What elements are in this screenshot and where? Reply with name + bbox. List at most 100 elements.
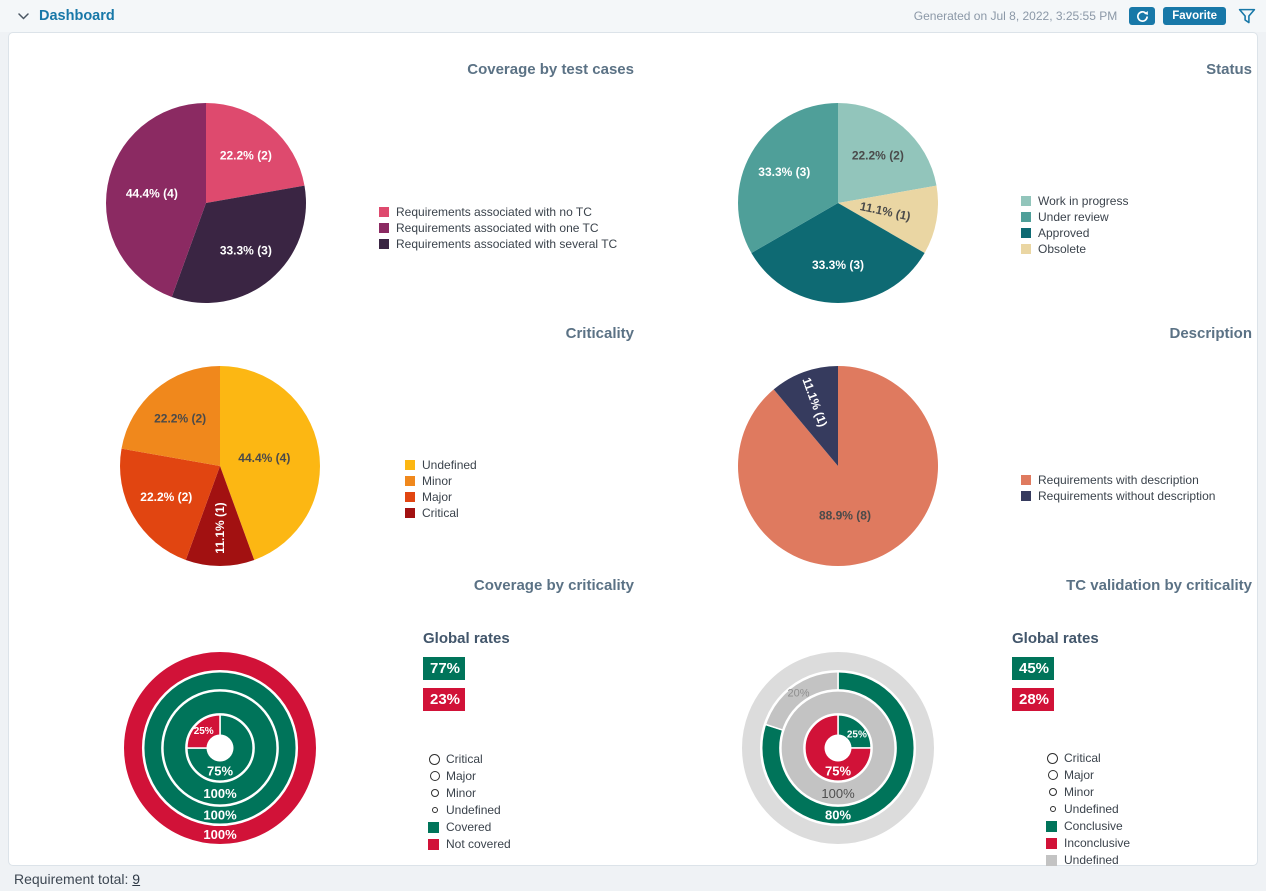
legend-item[interactable]: Conclusive bbox=[1046, 819, 1130, 833]
pie-slice[interactable] bbox=[171, 185, 306, 303]
global-rate-not-covered: 23% bbox=[423, 688, 465, 711]
refresh-button[interactable] bbox=[1129, 7, 1156, 25]
legend-item[interactable]: Critical bbox=[405, 506, 477, 520]
ring-segment-critical[interactable] bbox=[123, 651, 317, 845]
legend-item[interactable]: Undefined bbox=[428, 803, 511, 817]
legend-item[interactable]: Under review bbox=[1021, 210, 1128, 224]
legend-coverage-by-criticality: Critical Major Minor Undefined Covered Not co… bbox=[428, 752, 511, 855]
slice-label: 33.3% (3) bbox=[758, 165, 810, 179]
ring-separator bbox=[779, 689, 897, 807]
legend-circle-marker bbox=[428, 753, 441, 765]
legend-swatch bbox=[405, 508, 415, 518]
ring-label: 100% bbox=[203, 827, 237, 842]
slice-label: 22.2% (2) bbox=[852, 149, 904, 163]
legend-swatch bbox=[1046, 820, 1057, 832]
legend-item[interactable]: Work in progress bbox=[1021, 194, 1128, 208]
legend-label: Requirements associated with several TC bbox=[396, 237, 618, 251]
legend-circle-marker bbox=[428, 807, 441, 813]
legend-swatch bbox=[428, 838, 439, 850]
pie-slice[interactable] bbox=[120, 448, 220, 560]
legend-label: Minor bbox=[1064, 785, 1095, 799]
pie-slice[interactable] bbox=[220, 366, 320, 560]
ring-separator bbox=[185, 713, 255, 783]
legend-label: Major bbox=[1064, 768, 1095, 782]
ring-chart-tc-validation-by-criticality: 80% 20% 100% 25% 75% bbox=[741, 651, 935, 849]
pie-slice[interactable] bbox=[185, 466, 255, 566]
legend-label: Undefined bbox=[446, 803, 501, 817]
legend-swatch bbox=[405, 492, 415, 502]
legend-item[interactable]: Inconclusive bbox=[1046, 836, 1130, 850]
legend-label: Critical bbox=[446, 752, 483, 766]
legend-label: Requirements associated with no TC bbox=[396, 205, 592, 219]
favorite-button[interactable]: Favorite bbox=[1163, 7, 1226, 25]
legend-item[interactable]: Obsolete bbox=[1021, 242, 1128, 256]
legend-swatch bbox=[1021, 196, 1031, 206]
slice-label: 44.4% (4) bbox=[126, 186, 178, 200]
legend-item[interactable]: Major bbox=[405, 490, 477, 504]
legend-item[interactable]: Critical bbox=[1046, 751, 1130, 765]
legend-circle bbox=[431, 807, 438, 813]
legend-criticality: Undefined Minor Major Critical bbox=[405, 458, 477, 523]
chart-title-tc-validation-by-criticality: TC validation by criticality bbox=[1066, 577, 1252, 594]
ring-label: 100% bbox=[203, 786, 237, 801]
chart-title-coverage-by-test-cases: Coverage by test cases bbox=[467, 61, 634, 78]
legend-circle bbox=[429, 753, 440, 765]
legend-item[interactable]: Covered bbox=[428, 820, 511, 834]
slice-label: 22.2% (2) bbox=[154, 412, 206, 426]
legend-label: Major bbox=[446, 769, 477, 783]
legend-label: Approved bbox=[1038, 226, 1090, 240]
ring-segment-critical[interactable] bbox=[741, 651, 935, 845]
legend-swatch bbox=[405, 476, 415, 486]
pie-chart-description: 88.9% (8) 11.1% (1) bbox=[738, 366, 939, 571]
legend-circle bbox=[1048, 788, 1057, 796]
ring-segment-major[interactable] bbox=[143, 671, 297, 825]
legend-label: Major bbox=[422, 490, 453, 504]
legend-circle bbox=[430, 789, 439, 797]
legend-item[interactable]: Requirements associated with one TC bbox=[379, 221, 617, 235]
pie-slice[interactable] bbox=[206, 103, 305, 203]
requirement-total-link[interactable]: 9 bbox=[132, 871, 141, 887]
ring-segment-minor[interactable] bbox=[780, 690, 896, 806]
legend-label: Critical bbox=[422, 506, 459, 520]
legend-item[interactable]: Major bbox=[1046, 768, 1130, 782]
pie-slice[interactable] bbox=[838, 103, 937, 203]
pie-chart-status: 22.2% (2) 11.1% (1) 33.3% (3) 33.3% (3) bbox=[738, 103, 938, 308]
legend-item[interactable]: Not covered bbox=[428, 837, 511, 851]
legend-item[interactable]: Critical bbox=[428, 752, 511, 766]
legend-item[interactable]: Requirements with description bbox=[1021, 473, 1215, 487]
legend-item[interactable]: Requirements associated with no TC bbox=[379, 205, 617, 219]
legend-swatch bbox=[379, 207, 389, 217]
chart-title-description: Description bbox=[1169, 325, 1252, 342]
legend-item[interactable]: Undefined bbox=[405, 458, 477, 472]
pie-slice[interactable] bbox=[738, 103, 838, 253]
pie-chart-criticality: 44.4% (4) 11.1% (1) 22.2% (2) 22.2% (2) bbox=[120, 366, 320, 571]
pie-slice[interactable] bbox=[838, 185, 938, 253]
legend-item[interactable]: Requirements associated with several TC bbox=[379, 237, 618, 251]
ring-segment-minor[interactable] bbox=[162, 690, 278, 806]
legend-circle-marker bbox=[1046, 788, 1059, 796]
legend-item[interactable]: Major bbox=[428, 769, 511, 783]
ring-label: 80% bbox=[825, 808, 851, 823]
pie-slice[interactable] bbox=[105, 102, 206, 297]
ring-label: 100% bbox=[203, 808, 237, 823]
legend-item[interactable]: Minor bbox=[428, 786, 511, 800]
legend-circle-marker bbox=[1046, 752, 1059, 764]
legend-item[interactable]: Undefined bbox=[1046, 802, 1130, 816]
legend-label: Not covered bbox=[446, 837, 511, 851]
legend-item[interactable]: Minor bbox=[405, 474, 477, 488]
legend-item[interactable]: Approved bbox=[1021, 226, 1128, 240]
global-rates-heading: Global rates bbox=[423, 630, 510, 647]
filter-icon[interactable] bbox=[1238, 8, 1256, 25]
legend-item[interactable]: Undefined bbox=[1046, 853, 1130, 867]
chevron-down-icon[interactable] bbox=[18, 12, 29, 20]
ring-label: 25% bbox=[847, 729, 867, 740]
pie-slice[interactable] bbox=[751, 203, 925, 303]
pie-slice[interactable] bbox=[738, 366, 939, 566]
legend-item[interactable]: Requirements without description bbox=[1021, 489, 1215, 503]
pie-slice[interactable] bbox=[121, 366, 220, 466]
legend-item[interactable]: Minor bbox=[1046, 785, 1130, 799]
slice-label: 44.4% (4) bbox=[238, 451, 290, 465]
pie-slice[interactable] bbox=[773, 366, 838, 466]
legend-label: Minor bbox=[422, 474, 453, 488]
